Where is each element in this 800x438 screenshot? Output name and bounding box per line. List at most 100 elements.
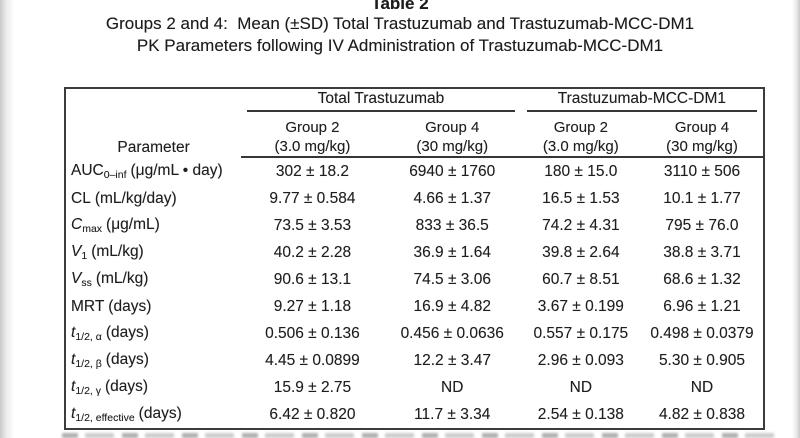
span-header-cell: Trastuzumab-MCC-DM1 <box>521 88 764 112</box>
value-cell: 6.96 ± 1.21 <box>663 297 741 315</box>
param-symbol: t <box>71 351 76 368</box>
value-cell: 11.7 ± 3.34 <box>414 405 491 423</box>
value-cell: 180 ± 15.0 <box>544 162 618 180</box>
value-cell: 12.2 ± 3.47 <box>413 351 491 369</box>
param-subscript: 1 <box>81 250 88 262</box>
value-cell: 6.42 ± 0.820 <box>269 405 356 423</box>
group-label: Group 4 <box>674 119 730 137</box>
param-cell: Vss (mL/kg) <box>65 266 241 293</box>
page-edge-left <box>0 0 14 438</box>
span-header-total-trastuzumab: Total Trastuzumab <box>247 90 515 112</box>
param-symbol: MRT <box>71 297 105 315</box>
param-unit: (days) <box>108 297 152 315</box>
value-cell: 73.5 ± 3.53 <box>273 216 352 234</box>
param-cell: t1/2, effective (days) <box>65 401 241 429</box>
param-symbol: t <box>71 378 76 395</box>
value-cell: 9.27 ± 1.18 <box>273 297 352 315</box>
value-cell: 4.45 ± 0.0899 <box>265 351 360 369</box>
value-cell: 74.2 ± 4.31 <box>542 216 620 234</box>
param-subscript: ss <box>81 277 92 289</box>
param-subscript: 1/2, α <box>75 331 102 343</box>
table-caption: Table 2 Groups 2 and 4: Mean (±SD) Total… <box>0 0 800 57</box>
table-title-line2: PK Parameters following IV Administratio… <box>136 36 664 55</box>
param-cell: V1 (mL/kg) <box>65 239 241 266</box>
table-body: AUC0–inf (μg/mL • day) 302 ± 18.2 6940 ± … <box>65 157 764 429</box>
param-subscript: 1/2, effective <box>75 412 135 424</box>
column-header-group2-adc: Group 2 (3.0 mg/kg) <box>520 112 641 158</box>
param-unit: (days) <box>105 351 149 368</box>
param-unit: (days) <box>105 324 149 341</box>
value-cell: 5.30 ± 0.905 <box>658 351 746 369</box>
param-subscript: 0–inf <box>103 168 127 181</box>
table-row: Cmax (μg/mL) 73.5 ± 3.53 833 ± 36.5 74.2 … <box>65 212 764 239</box>
param-symbol: V <box>71 270 82 287</box>
table-row: AUC0–inf (μg/mL • day) 302 ± 18.2 6940 ± … <box>65 157 764 185</box>
value-cell: ND <box>569 378 593 396</box>
param-cell: Cmax (μg/mL) <box>65 212 241 239</box>
value-cell: 6940 ± 1760 <box>409 162 496 180</box>
value-cell: 68.6 ± 1.32 <box>663 270 741 288</box>
value-cell: 74.5 ± 3.06 <box>413 270 491 288</box>
value-cell: 36.9 ± 1.64 <box>413 243 491 261</box>
param-cell: t1/2, β (days) <box>65 347 241 374</box>
param-subscript: 1/2, γ <box>75 385 101 397</box>
value-cell: 40.2 ± 2.28 <box>273 243 352 261</box>
table-row: CL (mL/kg/day) 9.77 ± 0.584 4.66 ± 1.37 1… <box>65 185 764 212</box>
value-cell: 302 ± 18.2 <box>275 162 350 180</box>
value-cell: 15.9 ± 2.75 <box>273 378 352 396</box>
table-row: Vss (mL/kg) 90.6 ± 13.1 74.5 ± 3.06 60.7 … <box>65 266 764 293</box>
param-unit: (days) <box>105 378 149 395</box>
value-cell: 3110 ± 506 <box>663 162 741 180</box>
param-cell: t1/2, γ (days) <box>65 374 241 401</box>
param-cell: AUC0–inf (μg/mL • day) <box>65 157 241 185</box>
parameter-column-header: Parameter <box>117 139 190 156</box>
value-cell: ND <box>690 378 714 396</box>
value-cell: 2.54 ± 0.138 <box>537 405 624 423</box>
group-label: Group 2 <box>553 119 608 137</box>
page-edge-right <box>792 0 800 438</box>
value-cell: 38.8 ± 3.71 <box>663 243 741 261</box>
value-cell: 4.66 ± 1.37 <box>413 189 491 207</box>
pk-parameters-table: Parameter Total Trastuzumab Trastuzumab-… <box>64 87 765 430</box>
value-cell: 0.456 ± 0.0636 <box>400 324 504 342</box>
param-unit: (mL/kg) <box>95 270 149 287</box>
value-cell: 3.67 ± 0.199 <box>537 297 624 315</box>
group-label: Group 2 <box>285 119 340 137</box>
value-cell: 4.82 ± 0.838 <box>658 405 746 423</box>
table-row: t1/2, α (days) 0.506 ± 0.136 0.456 ± 0.06… <box>65 320 764 347</box>
table-title-line1: Groups 2 and 4: Mean (±SD) Total Trastuz… <box>105 14 695 33</box>
param-unit: (μg/mL) <box>106 216 160 233</box>
column-header-group4-adc: Group 4 (30 mg/kg) <box>640 112 764 158</box>
span-header-trastuzumab-mcc-dm1: Trastuzumab-MCC-DM1 <box>526 90 757 112</box>
value-cell: 39.8 ± 2.64 <box>542 243 620 261</box>
param-cell: MRT (days) <box>65 293 241 320</box>
column-header-group4-total: Group 4 (30 mg/kg) <box>383 112 521 158</box>
param-symbol: AUC <box>71 161 104 179</box>
param-unit: (days) <box>138 405 182 422</box>
param-symbol: CL <box>71 189 91 207</box>
value-cell: 9.77 ± 0.584 <box>269 189 356 207</box>
dose-label: (30 mg/kg) <box>666 137 738 155</box>
table-number: Table 2 <box>371 0 429 13</box>
param-subscript: max <box>82 223 103 235</box>
value-cell: 795 ± 76.0 <box>665 216 739 234</box>
param-symbol: t <box>71 324 76 341</box>
param-symbol: t <box>71 405 76 422</box>
value-cell: 0.557 ± 0.175 <box>533 324 629 342</box>
param-symbol: C <box>71 216 83 233</box>
value-cell: 60.7 ± 8.51 <box>542 270 620 288</box>
value-cell: 0.506 ± 0.136 <box>265 324 360 342</box>
param-cell: CL (mL/kg/day) <box>65 185 241 212</box>
value-cell: 16.9 ± 4.82 <box>413 297 491 315</box>
value-cell: 16.5 ± 1.53 <box>542 189 620 207</box>
dose-label: (30 mg/kg) <box>416 137 489 155</box>
value-cell: 2.96 ± 0.093 <box>537 351 624 369</box>
table-row: MRT (days) 9.27 ± 1.18 16.9 ± 4.82 3.67 ±… <box>65 293 764 320</box>
param-subscript: 1/2, β <box>75 358 102 370</box>
param-unit: (mL/kg) <box>91 243 144 260</box>
table-row: V1 (mL/kg) 40.2 ± 2.28 36.9 ± 1.64 39.8 ±… <box>65 239 764 266</box>
value-cell: ND <box>441 378 464 396</box>
value-cell: 0.498 ± 0.0379 <box>650 324 754 342</box>
param-unit: (mL/kg/day) <box>94 189 177 207</box>
